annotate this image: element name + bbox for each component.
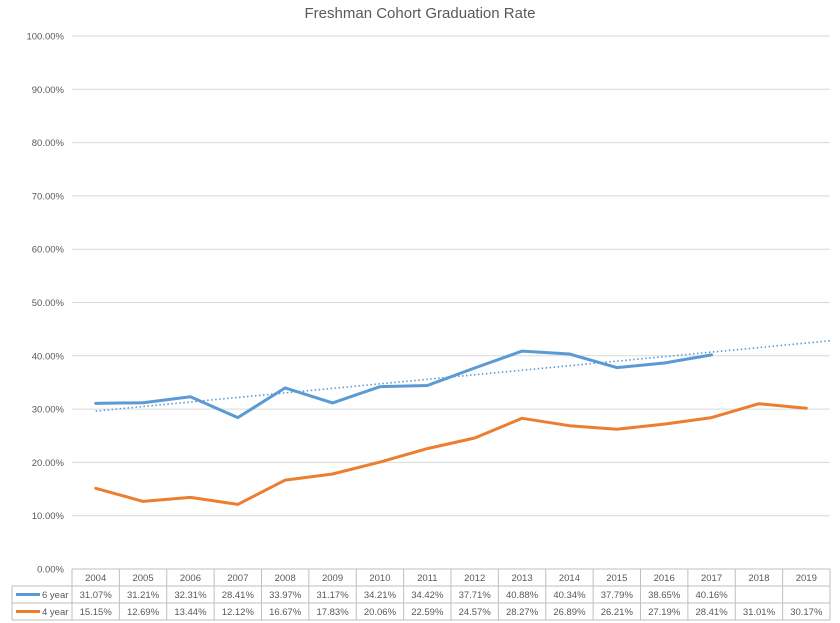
data-label: 31.07%: [80, 590, 113, 601]
y-tick-label: 0.00%: [37, 565, 64, 576]
y-tick-label: 20.00%: [32, 458, 65, 469]
data-label: 40.88%: [506, 590, 539, 601]
x-tick-label: 2006: [180, 573, 201, 584]
legend-label: 6 year: [42, 590, 68, 601]
x-tick-label: 2012: [464, 573, 485, 584]
data-label: 33.97%: [269, 590, 302, 601]
data-label: 16.67%: [269, 607, 302, 618]
data-label: 34.42%: [411, 590, 444, 601]
data-label: 31.21%: [127, 590, 160, 601]
x-tick-label: 2011: [417, 573, 437, 584]
data-label: 28.41%: [222, 590, 255, 601]
x-tick-label: 2017: [701, 573, 722, 584]
y-tick-label: 50.00%: [32, 298, 65, 309]
x-tick-label: 2019: [796, 573, 817, 584]
data-label: 28.41%: [695, 607, 728, 618]
series-line-6-year: [94, 349, 714, 420]
data-label: 22.59%: [411, 607, 444, 618]
y-tick-label: 60.00%: [32, 245, 65, 256]
data-label: 26.21%: [601, 607, 634, 618]
y-tick-label: 40.00%: [32, 351, 65, 362]
trendline: [95, 339, 831, 412]
data-label: 13.44%: [174, 607, 207, 618]
data-label: 32.31%: [174, 590, 207, 601]
y-tick-label: 30.00%: [32, 405, 65, 416]
data-label: 28.27%: [506, 607, 539, 618]
data-label: 38.65%: [648, 590, 681, 601]
chart-title: Freshman Cohort Graduation Rate: [305, 5, 536, 22]
x-tick-label: 2018: [748, 573, 769, 584]
data-label: 30.17%: [790, 607, 823, 618]
data-label: 40.34%: [553, 590, 586, 601]
data-label: 31.17%: [316, 590, 349, 601]
data-label: 40.16%: [695, 590, 728, 601]
data-label: 37.79%: [601, 590, 634, 601]
data-label: 37.71%: [459, 590, 492, 601]
data-label: 20.06%: [364, 607, 397, 618]
x-tick-label: 2013: [511, 573, 532, 584]
data-label: 26.89%: [553, 607, 586, 618]
y-tick-label: 10.00%: [32, 511, 65, 522]
y-tick-label: 90.00%: [32, 85, 65, 96]
x-tick-label: 2016: [654, 573, 675, 584]
data-label: 15.15%: [80, 607, 113, 618]
data-label: 31.01%: [743, 607, 776, 618]
legend-label: 4 year: [42, 607, 68, 618]
x-tick-label: 2014: [559, 573, 580, 584]
data-label: 27.19%: [648, 607, 681, 618]
y-tick-label: 100.00%: [26, 32, 64, 43]
data-label: 24.57%: [459, 607, 492, 618]
x-tick-label: 2015: [606, 573, 627, 584]
x-tick-label: 2010: [369, 573, 390, 584]
series-line-4-year: [94, 402, 808, 506]
data-label: 17.83%: [316, 607, 349, 618]
data-label: 12.12%: [222, 607, 255, 618]
x-tick-label: 2004: [85, 573, 106, 584]
x-tick-label: 2007: [227, 573, 248, 584]
y-tick-label: 70.00%: [32, 191, 65, 202]
y-tick-label: 80.00%: [32, 138, 65, 149]
x-tick-label: 2009: [322, 573, 343, 584]
x-tick-label: 2008: [275, 573, 296, 584]
data-label: 34.21%: [364, 590, 397, 601]
x-tick-label: 2005: [132, 573, 153, 584]
data-label: 12.69%: [127, 607, 160, 618]
